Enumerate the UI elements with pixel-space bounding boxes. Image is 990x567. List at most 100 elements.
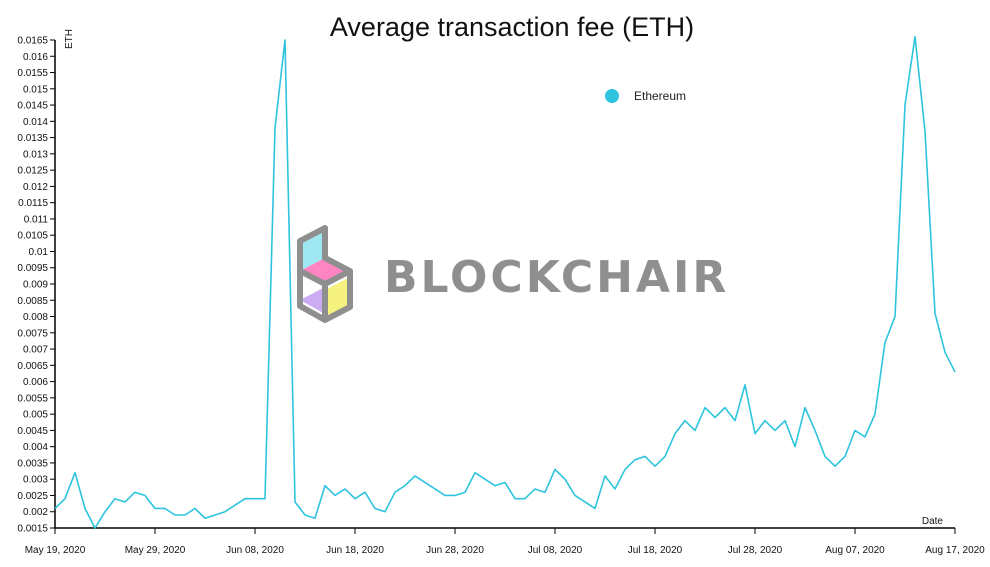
data-point[interactable]	[103, 510, 107, 514]
data-point[interactable]	[713, 415, 717, 419]
y-tick-label: 0.015	[23, 84, 48, 95]
data-point[interactable]	[343, 487, 347, 491]
data-point[interactable]	[903, 103, 907, 107]
data-point[interactable]	[663, 454, 667, 458]
data-point[interactable]	[543, 490, 547, 494]
data-point[interactable]	[473, 470, 477, 474]
data-point[interactable]	[403, 484, 407, 488]
data-point[interactable]	[773, 428, 777, 432]
data-point[interactable]	[573, 493, 577, 497]
data-point[interactable]	[843, 454, 847, 458]
data-point[interactable]	[303, 513, 307, 517]
data-point[interactable]	[193, 506, 197, 510]
data-point[interactable]	[813, 428, 817, 432]
data-point[interactable]	[493, 484, 497, 488]
data-point[interactable]	[153, 506, 157, 510]
data-point[interactable]	[783, 418, 787, 422]
data-point[interactable]	[523, 497, 527, 501]
data-point[interactable]	[603, 474, 607, 478]
data-point[interactable]	[283, 38, 287, 42]
data-point[interactable]	[923, 129, 927, 133]
data-point[interactable]	[933, 311, 937, 315]
data-point[interactable]	[553, 467, 557, 471]
data-point[interactable]	[253, 497, 257, 501]
data-point[interactable]	[483, 477, 487, 481]
data-point[interactable]	[233, 503, 237, 507]
data-point[interactable]	[793, 444, 797, 448]
y-tick-label: 0.011	[24, 214, 49, 225]
y-tick-label: 0.009	[23, 280, 48, 291]
data-point[interactable]	[123, 500, 127, 504]
data-point[interactable]	[723, 405, 727, 409]
data-point[interactable]	[893, 314, 897, 318]
data-point[interactable]	[173, 513, 177, 517]
data-point[interactable]	[503, 480, 507, 484]
x-tick-label: Jul 28, 2020	[728, 545, 783, 556]
data-point[interactable]	[443, 493, 447, 497]
data-point[interactable]	[383, 510, 387, 514]
data-point[interactable]	[753, 431, 757, 435]
data-point[interactable]	[683, 418, 687, 422]
data-point[interactable]	[323, 484, 327, 488]
data-point[interactable]	[353, 497, 357, 501]
data-point[interactable]	[673, 431, 677, 435]
data-point[interactable]	[513, 497, 517, 501]
data-point[interactable]	[143, 493, 147, 497]
data-point[interactable]	[453, 493, 457, 497]
data-point[interactable]	[273, 126, 277, 130]
data-point[interactable]	[703, 405, 707, 409]
data-point[interactable]	[93, 526, 97, 530]
data-point[interactable]	[293, 500, 297, 504]
data-point[interactable]	[133, 490, 137, 494]
series-line-ethereum	[54, 35, 956, 529]
data-point[interactable]	[763, 418, 767, 422]
data-point[interactable]	[73, 470, 77, 474]
y-tick-label: 0.0065	[17, 361, 48, 372]
data-point[interactable]	[263, 497, 267, 501]
data-point[interactable]	[213, 513, 217, 517]
data-point[interactable]	[313, 516, 317, 520]
data-point[interactable]	[643, 454, 647, 458]
data-point[interactable]	[393, 490, 397, 494]
data-point[interactable]	[463, 490, 467, 494]
data-point[interactable]	[333, 493, 337, 497]
data-point[interactable]	[53, 506, 57, 510]
data-point[interactable]	[583, 500, 587, 504]
data-point[interactable]	[243, 497, 247, 501]
data-point[interactable]	[83, 506, 87, 510]
data-point[interactable]	[953, 370, 957, 374]
data-point[interactable]	[593, 506, 597, 510]
data-point[interactable]	[63, 497, 67, 501]
data-point[interactable]	[163, 506, 167, 510]
data-point[interactable]	[913, 35, 917, 39]
data-point[interactable]	[803, 405, 807, 409]
data-point[interactable]	[223, 510, 227, 514]
data-point[interactable]	[113, 497, 117, 501]
x-tick-label: Jun 08, 2020	[226, 545, 284, 556]
data-point[interactable]	[433, 487, 437, 491]
data-point[interactable]	[863, 435, 867, 439]
data-point[interactable]	[833, 464, 837, 468]
data-point[interactable]	[183, 513, 187, 517]
y-tick-label: 0.004	[23, 442, 48, 453]
data-point[interactable]	[943, 350, 947, 354]
data-point[interactable]	[623, 467, 627, 471]
data-point[interactable]	[873, 412, 877, 416]
data-point[interactable]	[653, 464, 657, 468]
data-point[interactable]	[633, 457, 637, 461]
data-point[interactable]	[733, 418, 737, 422]
data-point[interactable]	[853, 428, 857, 432]
data-point[interactable]	[373, 506, 377, 510]
legend[interactable]: Ethereum	[605, 89, 686, 103]
data-point[interactable]	[883, 340, 887, 344]
data-point[interactable]	[693, 428, 697, 432]
data-point[interactable]	[533, 487, 537, 491]
data-point[interactable]	[413, 474, 417, 478]
data-point[interactable]	[823, 454, 827, 458]
data-point[interactable]	[203, 516, 207, 520]
data-point[interactable]	[363, 490, 367, 494]
data-point[interactable]	[423, 480, 427, 484]
data-point[interactable]	[613, 487, 617, 491]
data-point[interactable]	[563, 477, 567, 481]
data-point[interactable]	[743, 383, 747, 387]
